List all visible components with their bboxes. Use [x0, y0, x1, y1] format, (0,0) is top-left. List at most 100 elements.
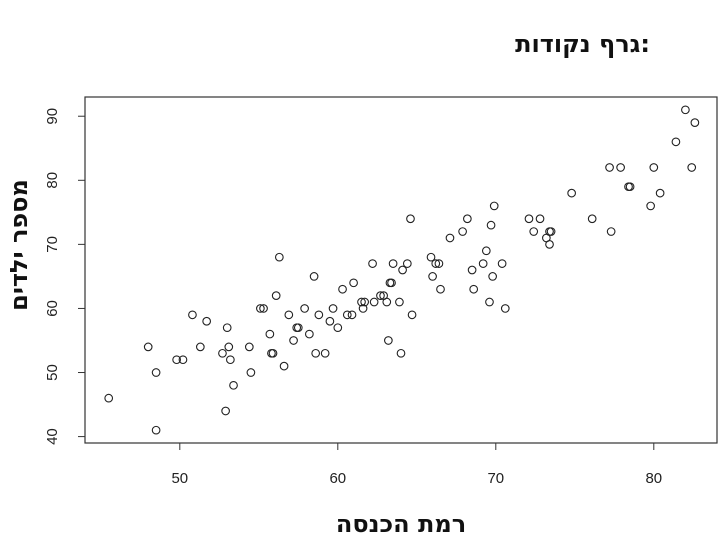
- data-point: [246, 368, 256, 377]
- data-point: [567, 188, 576, 198]
- data-point: [222, 323, 232, 333]
- x-axis-title: רמת הכנסה: [335, 510, 467, 538]
- x-axis: 50 60 70 80: [171, 443, 662, 487]
- data-point: [229, 380, 238, 390]
- data-point: [489, 201, 499, 211]
- data-point: [349, 278, 358, 288]
- data-point: [293, 323, 303, 333]
- data-point: [271, 291, 281, 300]
- data-point: [274, 252, 284, 262]
- data-point: [305, 329, 314, 339]
- data-point: [681, 105, 690, 115]
- data-point: [221, 406, 230, 416]
- data-point: [338, 284, 347, 294]
- y-axis-title: מספר ילדים: [5, 179, 33, 311]
- data-point: [587, 214, 597, 224]
- data-point: [524, 214, 534, 224]
- data-point: [388, 259, 398, 268]
- data-point: [606, 227, 616, 236]
- chart-title: גרף נקודות:: [515, 30, 650, 58]
- data-points: [104, 105, 700, 435]
- data-point: [431, 259, 441, 268]
- data-point: [445, 233, 455, 243]
- data-point: [546, 227, 556, 236]
- data-point: [605, 163, 614, 172]
- data-point: [265, 329, 275, 339]
- y-tick-label: 70: [44, 236, 61, 253]
- data-point: [545, 240, 554, 249]
- data-point: [311, 348, 321, 358]
- data-point: [195, 342, 205, 352]
- y-tick-label: 40: [44, 428, 61, 445]
- y-tick-label: 80: [44, 172, 61, 189]
- data-point: [497, 259, 507, 268]
- data-point: [436, 284, 445, 294]
- data-point: [616, 163, 625, 172]
- data-point: [407, 310, 417, 320]
- data-point: [151, 425, 161, 435]
- data-point: [481, 246, 491, 256]
- plot-frame: [84, 96, 718, 444]
- data-point: [469, 284, 479, 294]
- y-tick-label: 50: [44, 364, 61, 381]
- data-point: [402, 259, 412, 268]
- data-point: [485, 297, 494, 307]
- data-point: [395, 297, 404, 307]
- data-point: [244, 342, 254, 352]
- data-point: [478, 259, 488, 268]
- data-point: [384, 336, 393, 345]
- data-point: [625, 182, 635, 192]
- data-point: [458, 227, 467, 236]
- data-point: [426, 252, 436, 262]
- data-point: [218, 348, 227, 358]
- data-point: [289, 336, 298, 345]
- data-point: [333, 323, 343, 333]
- data-point: [342, 310, 352, 320]
- data-point: [500, 304, 510, 313]
- data-point: [284, 310, 294, 320]
- data-point: [188, 310, 197, 320]
- data-point: [358, 304, 368, 313]
- x-tick-label: 50: [171, 470, 188, 487]
- data-point: [259, 304, 268, 313]
- data-point: [314, 310, 324, 320]
- data-point: [325, 316, 335, 326]
- data-point: [486, 220, 496, 230]
- data-point: [463, 214, 472, 224]
- data-point: [376, 291, 385, 300]
- data-point: [369, 297, 379, 307]
- data-point: [357, 297, 366, 307]
- data-point: [488, 272, 497, 281]
- data-point: [279, 361, 289, 371]
- data-point: [300, 304, 309, 313]
- data-point: [382, 297, 392, 307]
- data-point: [646, 201, 655, 211]
- data-point: [396, 348, 406, 358]
- data-point: [151, 368, 161, 377]
- data-point: [368, 259, 377, 268]
- data-point: [226, 355, 235, 365]
- data-point: [535, 214, 545, 224]
- data-point: [398, 265, 407, 275]
- data-point: [328, 304, 338, 313]
- data-point: [434, 259, 444, 268]
- data-point: [690, 118, 700, 127]
- data-point: [268, 348, 278, 358]
- data-point: [224, 342, 234, 352]
- data-point: [655, 188, 665, 198]
- data-point: [202, 316, 212, 326]
- data-point: [687, 163, 697, 172]
- y-tick-label: 90: [44, 108, 61, 125]
- data-point: [529, 227, 539, 236]
- data-point: [387, 278, 396, 288]
- data-point: [467, 265, 477, 275]
- y-axis: 40 50 60 70 80 90: [44, 108, 85, 445]
- data-point: [406, 214, 415, 224]
- data-point: [172, 355, 181, 365]
- data-point: [320, 348, 330, 358]
- x-tick-label: 60: [329, 470, 346, 487]
- y-tick-label: 60: [44, 300, 61, 317]
- data-point: [143, 342, 153, 352]
- data-point: [649, 163, 659, 172]
